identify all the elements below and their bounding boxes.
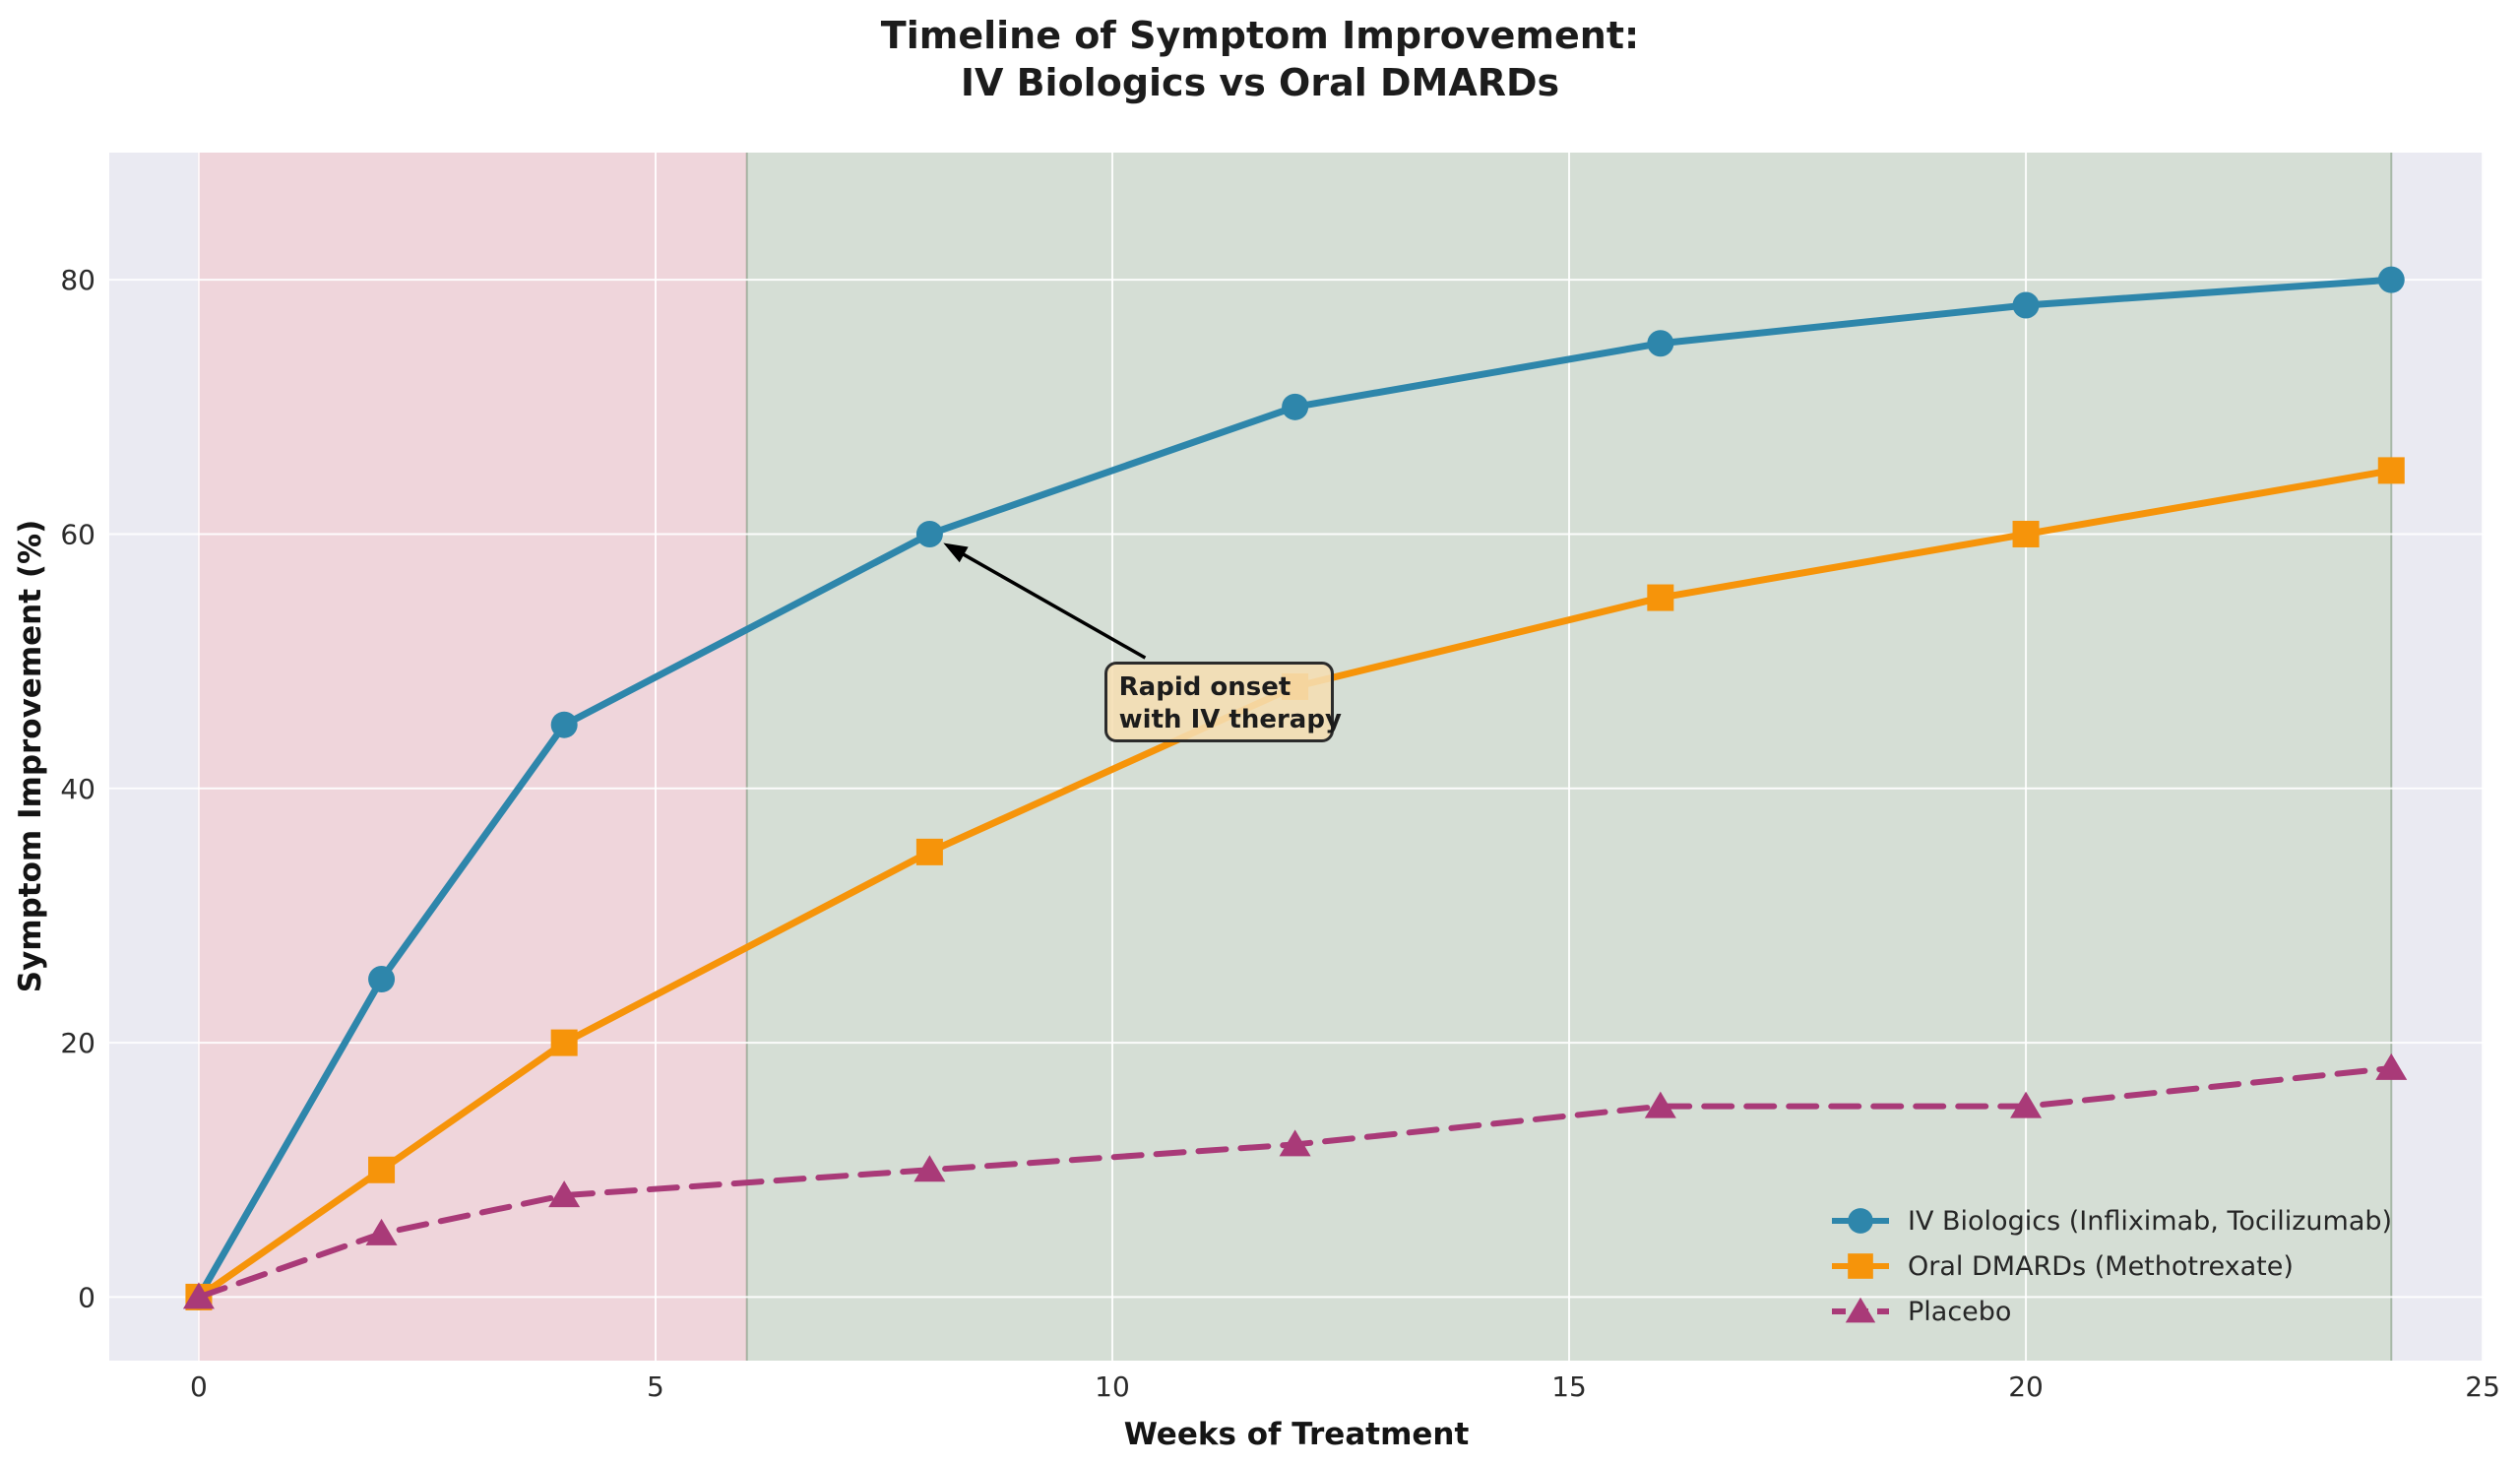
marker-oral-dmards	[1647, 584, 1674, 611]
marker-oral-dmards	[1848, 1253, 1873, 1279]
span-edge-late-phase	[745, 153, 748, 1361]
annotation-line1: Rapid onset	[1118, 672, 1292, 703]
y-axis-label: Symptom Improvement (%)	[13, 519, 48, 993]
y-tick-label-0: 0	[78, 1281, 95, 1313]
annotation-arrow-head	[943, 542, 969, 563]
x-tick-label-5: 5	[647, 1370, 664, 1403]
marker-oral-dmards	[2012, 520, 2040, 547]
marker-oral-dmards	[550, 1029, 578, 1056]
marker-placebo	[182, 1282, 215, 1309]
annotation-line2: with IV therapy	[1118, 705, 1342, 735]
marker-oral-dmards	[915, 838, 943, 865]
legend-swatch-placebo	[1832, 1297, 1889, 1323]
marker-placebo	[2375, 1052, 2408, 1080]
marker-iv-biologics	[1282, 393, 1309, 420]
marker-oral-dmards	[368, 1156, 396, 1183]
legend-swatch-iv-biologics	[1832, 1208, 1889, 1234]
annotation-box: Rapid onset with IV therapy	[1103, 662, 1342, 743]
marker-placebo	[1279, 1129, 1311, 1157]
marker-iv-biologics	[1848, 1208, 1873, 1234]
y-tick-label-20: 20	[60, 1027, 95, 1059]
marker-iv-biologics	[368, 966, 396, 993]
legend-item-iv-biologics: IV Biologics (Infliximab, Tocilizumab)	[1829, 1198, 2392, 1243]
marker-iv-biologics	[2377, 266, 2405, 293]
legend-label-oral-dmards: Oral DMARDs (Methotrexate)	[1908, 1250, 2294, 1282]
marker-iv-biologics	[1647, 330, 1674, 357]
span-edge-late-phase	[2390, 153, 2393, 1361]
series-line-iv-biologics	[195, 276, 2395, 1301]
legend-item-oral-dmards: Oral DMARDs (Methotrexate)	[1829, 1243, 2392, 1289]
span-early-phase	[198, 153, 747, 1361]
marker-iv-biologics	[915, 520, 943, 547]
marker-iv-biologics	[2012, 291, 2040, 319]
legend-label-placebo: Placebo	[1908, 1296, 2012, 1327]
legend-item-placebo: Placebo	[1829, 1289, 2392, 1334]
marker-placebo	[1644, 1091, 1676, 1118]
y-tick-label-40: 40	[60, 773, 95, 805]
legend-label-iv-biologics: IV Biologics (Infliximab, Tocilizumab)	[1908, 1205, 2393, 1237]
series-line-oral-dmards	[195, 467, 2395, 1301]
x-tick-label-15: 15	[1551, 1370, 1587, 1403]
marker-placebo	[914, 1155, 946, 1182]
marker-placebo	[548, 1180, 581, 1208]
marker-oral-dmards	[2377, 457, 2405, 484]
x-tick-label-10: 10	[1095, 1370, 1130, 1403]
marker-placebo	[1845, 1297, 1876, 1323]
series-line-placebo	[195, 1064, 2395, 1301]
y-tick-label-80: 80	[60, 264, 95, 296]
x-axis-label: Weeks of Treatment	[1123, 1417, 1470, 1452]
marker-placebo	[2010, 1091, 2043, 1118]
chart-title-line2: IV Biologics vs Oral DMARDs	[960, 61, 1560, 104]
annotation-arrow-line	[951, 545, 1147, 660]
chart-title-line1: Timeline of Symptom Improvement:	[880, 14, 1640, 57]
legend: IV Biologics (Infliximab, Tocilizumab) O…	[1829, 1198, 2392, 1334]
legend-swatch-oral-dmards	[1832, 1253, 1889, 1279]
marker-iv-biologics	[550, 711, 578, 738]
chart-title: Timeline of Symptom Improvement: IV Biol…	[0, 12, 2520, 106]
marker-placebo	[365, 1218, 398, 1245]
x-tick-label-20: 20	[2008, 1370, 2044, 1403]
x-tick-label-0: 0	[190, 1370, 208, 1403]
y-tick-label-60: 60	[60, 518, 95, 550]
x-tick-label-25: 25	[2465, 1370, 2500, 1403]
